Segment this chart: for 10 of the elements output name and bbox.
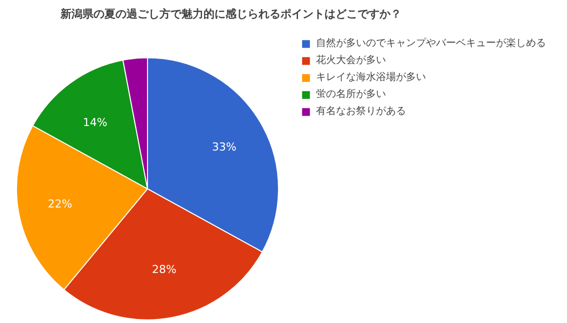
data-label: 14%: [82, 116, 108, 129]
legend-label: 有名なお祭りがある: [316, 105, 406, 118]
legend-label: 自然が多いのでキャンプやバーベキューが楽しめる: [316, 36, 546, 50]
chart-title: 新潟県の夏の過ごし方で魅力的に感じられるポイントはどこですか？: [60, 8, 402, 20]
data-label: 33%: [212, 140, 236, 154]
legend-label: キレイな海水浴場が多い: [316, 70, 426, 84]
legend-label: 蛍の名所が多い: [316, 88, 386, 101]
data-label: 28%: [152, 263, 176, 276]
legend-label: 花火大会が多い: [316, 54, 386, 67]
data-label: 22%: [48, 198, 72, 211]
